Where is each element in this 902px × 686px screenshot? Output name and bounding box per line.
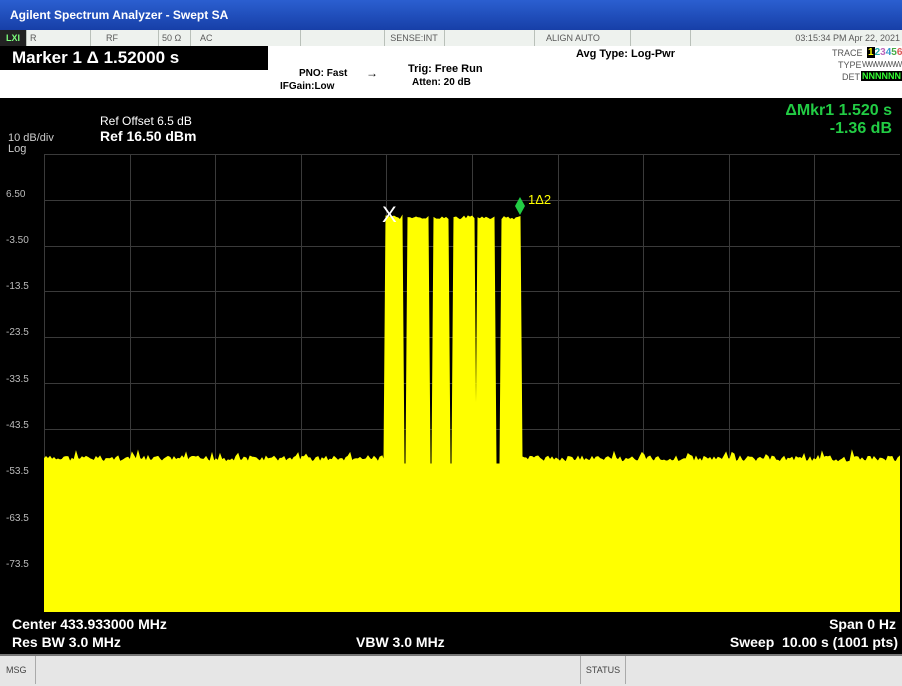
- impedance-indicator: 50 Ω: [162, 30, 191, 46]
- trace-digit-1: 1: [867, 47, 875, 58]
- ifgain-setting: IFGain:Low: [280, 81, 335, 92]
- marker-delta-level: -1.36 dB: [829, 120, 892, 137]
- coupling-indicator: AC: [200, 30, 301, 46]
- span: Span 0 Hz: [829, 616, 896, 632]
- ref-level: Ref 16.50 dBm: [100, 128, 197, 144]
- trace-digit-3: 3: [880, 47, 886, 58]
- marker-delta-readout: ΔMkr1 1.520 s -1.36 dB: [785, 102, 892, 138]
- sense-indicator: SENSE:INT: [384, 30, 445, 46]
- atten-setting: Atten: 20 dB: [412, 77, 471, 88]
- type-value: WWWWWW: [862, 60, 902, 69]
- y-label: -3.50: [6, 235, 29, 246]
- y-label: -73.5: [6, 559, 29, 570]
- trace-plot: X 1Δ2: [44, 154, 900, 612]
- vbw: VBW 3.0 MHz: [356, 634, 445, 650]
- y-label: -23.5: [6, 327, 29, 338]
- bottom-info: Center 433.933000 MHz Span 0 Hz Res BW 3…: [0, 614, 902, 654]
- trace-digit-5: 5: [891, 47, 897, 58]
- title-bar: Agilent Spectrum Analyzer - Swept SA: [0, 0, 902, 30]
- msg-label: MSG: [0, 656, 36, 684]
- trigger-arrow-icon: →: [366, 66, 378, 80]
- rf-indicator: RF: [106, 30, 159, 46]
- trace-digit-6: 6: [896, 47, 902, 58]
- window-title: Agilent Spectrum Analyzer - Swept SA: [10, 8, 229, 22]
- avg-type-setting: Avg Type: Log-Pwr: [576, 48, 675, 60]
- align-indicator: ALIGN AUTO: [546, 30, 631, 46]
- marker-diamond-icon: [515, 197, 525, 215]
- message-bar: MSG STATUS: [0, 654, 902, 686]
- det-label: DET: [842, 72, 860, 82]
- x-marker-symbol: X: [382, 202, 397, 227]
- status-row: LXI R RF 50 Ω AC SENSE:INT ALIGN AUTO 03…: [0, 30, 902, 47]
- y-label: -13.5: [6, 281, 29, 292]
- type-label: TYPE: [838, 60, 862, 70]
- status-label[interactable]: STATUS: [580, 656, 626, 684]
- trace-digit-2: 2: [874, 47, 881, 58]
- det-value: NNNNNN: [861, 71, 902, 81]
- y-label: -33.5: [6, 374, 29, 385]
- marker-title: Marker 1 Δ 1.52000 s: [0, 46, 268, 70]
- trace-indicator: 123456: [867, 47, 902, 58]
- scale-type: Log: [8, 143, 27, 155]
- lxi-logo: LXI: [0, 30, 27, 46]
- y-label: -43.5: [6, 420, 29, 431]
- marker-label: 1Δ2: [528, 192, 551, 207]
- y-label: -53.5: [6, 466, 29, 477]
- ref-offset: Ref Offset 6.5 dB: [100, 114, 192, 128]
- trace-label: TRACE: [832, 48, 863, 58]
- trigger-setting: Trig: Free Run: [408, 63, 483, 75]
- pno-setting: PNO: Fast: [299, 68, 348, 79]
- datetime-display: 03:15:34 PM Apr 22, 2021: [795, 33, 900, 43]
- spectrum-display: Ref Offset 6.5 dB Ref 16.50 dBm 10 dB/di…: [0, 98, 902, 614]
- trace-digit-4: 4: [885, 47, 892, 58]
- y-label: -63.5: [6, 513, 29, 524]
- center-frequency: Center 433.933000 MHz: [12, 616, 167, 632]
- rf-r-indicator: R: [30, 30, 91, 46]
- trace-1: [44, 214, 900, 612]
- scale-per-div: 10 dB/div: [8, 132, 54, 144]
- res-bw: Res BW 3.0 MHz: [12, 634, 121, 650]
- sweep: Sweep 10.00 s (1001 pts): [729, 634, 898, 650]
- y-label: 6.50: [6, 189, 26, 200]
- marker-delta-time: ΔMkr1 1.520 s: [785, 102, 892, 119]
